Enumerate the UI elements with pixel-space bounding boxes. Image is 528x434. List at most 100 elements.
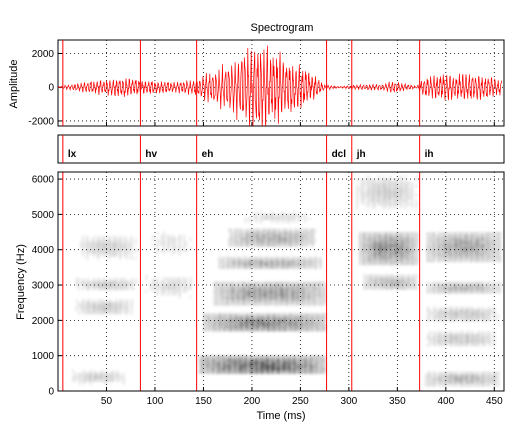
spectrogram-cell xyxy=(210,313,213,317)
spectrogram-cell xyxy=(477,241,480,245)
spectrogram-cell xyxy=(203,325,206,329)
spectrogram-cell xyxy=(455,284,458,288)
spectrogram-cell xyxy=(466,238,469,242)
spectrogram-cell xyxy=(468,337,471,341)
spectrogram-cell xyxy=(391,247,395,251)
spectrogram-cell xyxy=(291,361,294,365)
x-tick-label: 300 xyxy=(341,396,358,407)
spectrogram-cell xyxy=(424,374,427,378)
spectrogram-cell xyxy=(494,247,498,251)
spectrogram-cell xyxy=(119,256,122,260)
spectrogram-cell xyxy=(439,340,443,344)
spectrogram-cell xyxy=(435,287,438,291)
spectrogram-cell xyxy=(121,247,124,251)
spectrogram-cell xyxy=(371,256,375,260)
spectrogram-cell xyxy=(270,290,273,294)
spectrogram-cell xyxy=(468,383,471,387)
spectrogram-cell xyxy=(452,238,456,242)
spectrogram-cell xyxy=(479,315,482,319)
spectrogram-cell xyxy=(385,286,388,290)
spectrogram-cell xyxy=(216,316,220,320)
spectrogram-cell xyxy=(320,319,323,323)
spectrogram-cell xyxy=(477,309,480,313)
spectrogram-cell xyxy=(452,250,456,254)
spectrogram-cell xyxy=(115,311,118,315)
spectrogram-cell xyxy=(466,232,469,236)
spectrogram-cell xyxy=(459,318,463,322)
spectrogram-cell xyxy=(224,296,227,300)
spectrogram-cell xyxy=(365,280,369,284)
spectrogram-cell xyxy=(459,383,463,387)
spectrogram-cell xyxy=(261,281,264,285)
spectrogram-cell xyxy=(472,256,476,260)
spectrogram-cell xyxy=(389,256,392,260)
spectrogram-cell xyxy=(246,293,249,297)
spectrogram-cell xyxy=(287,325,290,329)
spectrogram-cell xyxy=(285,302,289,306)
spectrogram-cell xyxy=(468,374,471,378)
spectrogram-cell xyxy=(300,322,303,326)
spectrogram-cell xyxy=(374,283,377,287)
spectrogram-cell xyxy=(457,309,460,313)
spectrogram-cell xyxy=(103,235,107,239)
spectrogram-cell xyxy=(296,281,300,285)
spectrogram-cell xyxy=(282,237,286,241)
spectrogram-cell xyxy=(450,380,454,384)
spectrogram-cell xyxy=(463,235,467,239)
spectrogram-cell xyxy=(442,380,445,384)
spectrogram-cell xyxy=(455,380,458,384)
spectrogram-cell xyxy=(250,281,253,285)
spectrogram-cell xyxy=(448,256,451,260)
spectrogram-cell xyxy=(280,358,283,362)
spectrogram-cell xyxy=(220,370,224,374)
spectrogram-cell xyxy=(306,322,310,326)
spectrogram-cell xyxy=(240,370,243,374)
spectrogram-cell xyxy=(108,256,111,260)
spectrogram-cell xyxy=(235,299,238,303)
spectrogram-cell xyxy=(284,237,288,241)
spectrogram-cell xyxy=(167,246,170,250)
spectrogram-cell xyxy=(316,284,319,288)
spectrogram-cell xyxy=(123,235,127,239)
spectrogram-cell xyxy=(215,281,218,285)
spectrogram-cell xyxy=(455,312,458,316)
spectrogram-cell xyxy=(477,334,480,338)
spectrogram-cell xyxy=(448,383,452,387)
spectrogram-cell xyxy=(253,262,256,266)
spectrogram-cell xyxy=(317,259,320,263)
spectrogram-cell xyxy=(101,299,105,303)
spectrogram-cell xyxy=(290,216,294,221)
spectrogram-cell xyxy=(404,184,407,188)
spectrogram-cell xyxy=(221,325,224,329)
spectrogram-cell xyxy=(405,280,408,284)
spectrogram-cell xyxy=(284,367,287,371)
spectrogram-cell xyxy=(380,190,383,194)
spectrogram-cell xyxy=(275,262,278,266)
spectrogram-cell xyxy=(258,228,261,232)
spectrogram-cell xyxy=(229,259,232,263)
waveform-y-tick-label: -2000 xyxy=(28,116,54,127)
spectrogram-cell xyxy=(321,370,325,374)
spectrogram-cell xyxy=(218,256,221,260)
spectrogram-cell xyxy=(283,281,286,285)
spectrogram-cell xyxy=(240,316,244,320)
spectrogram-cell xyxy=(84,241,87,245)
spectrogram-cell xyxy=(260,322,264,326)
spectrogram-cell xyxy=(209,364,213,368)
spectrogram-cell xyxy=(393,235,397,239)
spectrogram-cell xyxy=(392,277,395,281)
spectrogram-cell xyxy=(134,241,138,245)
spectrogram-cell xyxy=(450,309,454,313)
spectrogram-cell xyxy=(276,322,279,326)
spectrogram-cell xyxy=(306,367,309,371)
spectrogram-cell xyxy=(85,372,88,376)
spectrogram-cell xyxy=(244,367,248,371)
waveform-y-tick-label: 2000 xyxy=(32,49,55,60)
spectrogram-cell xyxy=(315,319,319,323)
spectrogram-cell xyxy=(240,259,243,263)
spectrogram-cell xyxy=(366,187,370,191)
spectrogram-cell xyxy=(378,280,382,284)
x-tick-label: 400 xyxy=(437,396,454,407)
spectrogram-cell xyxy=(490,284,493,288)
spectrogram-cell xyxy=(99,281,103,285)
